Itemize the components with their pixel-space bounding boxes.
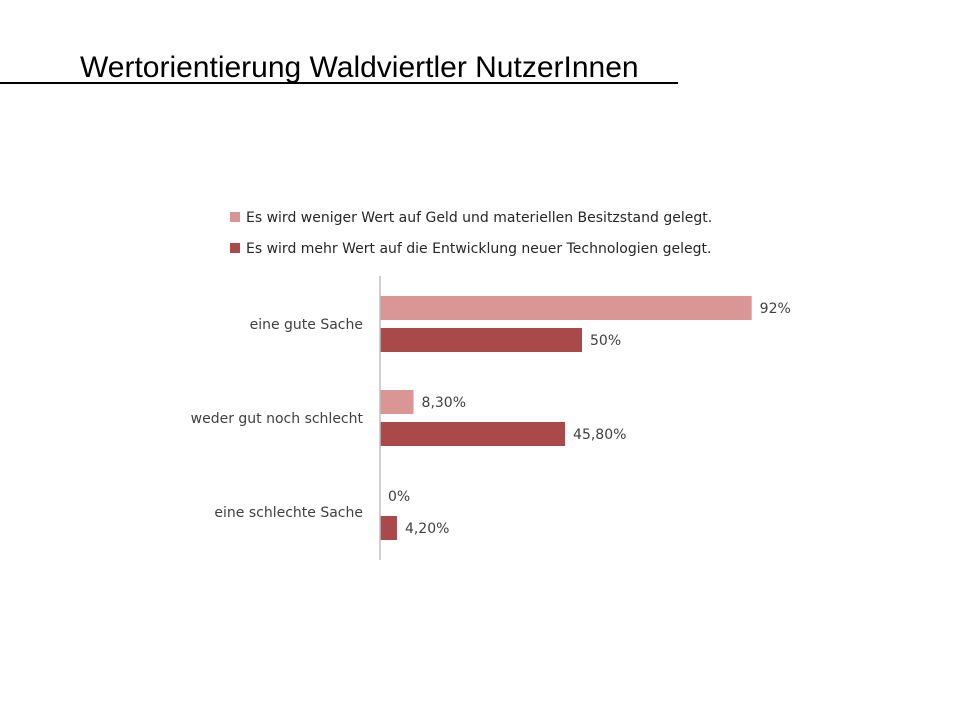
value-label-s2-c1: 50%: [590, 333, 621, 349]
value-label-s1-c3: 0%: [388, 489, 410, 505]
legend-label-1: Es wird weniger Wert auf Geld und materi…: [246, 210, 712, 226]
category-label-2: weder gut noch schlecht: [191, 411, 364, 427]
bar-s2-c2: [380, 422, 566, 446]
value-label-s1-c2: 8,30%: [422, 395, 466, 411]
slide-title: Wertorientierung Waldviertler NutzerInne…: [80, 51, 639, 84]
value-label-s2-c2: 45,80%: [573, 427, 626, 443]
legend-swatch-2: [230, 243, 240, 253]
bar-s1-c2: [380, 390, 414, 414]
title-underline: [0, 82, 678, 84]
legend-label-2: Es wird mehr Wert auf die Entwicklung ne…: [246, 241, 711, 257]
chart-bars: [380, 296, 752, 540]
value-label-s2-c3: 4,20%: [405, 521, 449, 537]
category-labels: eine gute Sache weder gut noch schlecht ei…: [191, 317, 364, 521]
chart-legend: Es wird weniger Wert auf Geld und materi…: [230, 210, 712, 257]
bar-s2-c1: [380, 328, 582, 352]
value-label-s1-c1: 92%: [760, 301, 791, 317]
legend-swatch-1: [230, 212, 240, 222]
bar-s2-c3: [380, 516, 397, 540]
value-labels: 92% 8,30% 0% 50% 45,80% 4,20%: [388, 301, 791, 537]
bar-s1-c1: [380, 296, 752, 320]
category-label-1: eine gute Sache: [250, 317, 363, 333]
category-label-3: eine schlechte Sache: [214, 505, 363, 521]
